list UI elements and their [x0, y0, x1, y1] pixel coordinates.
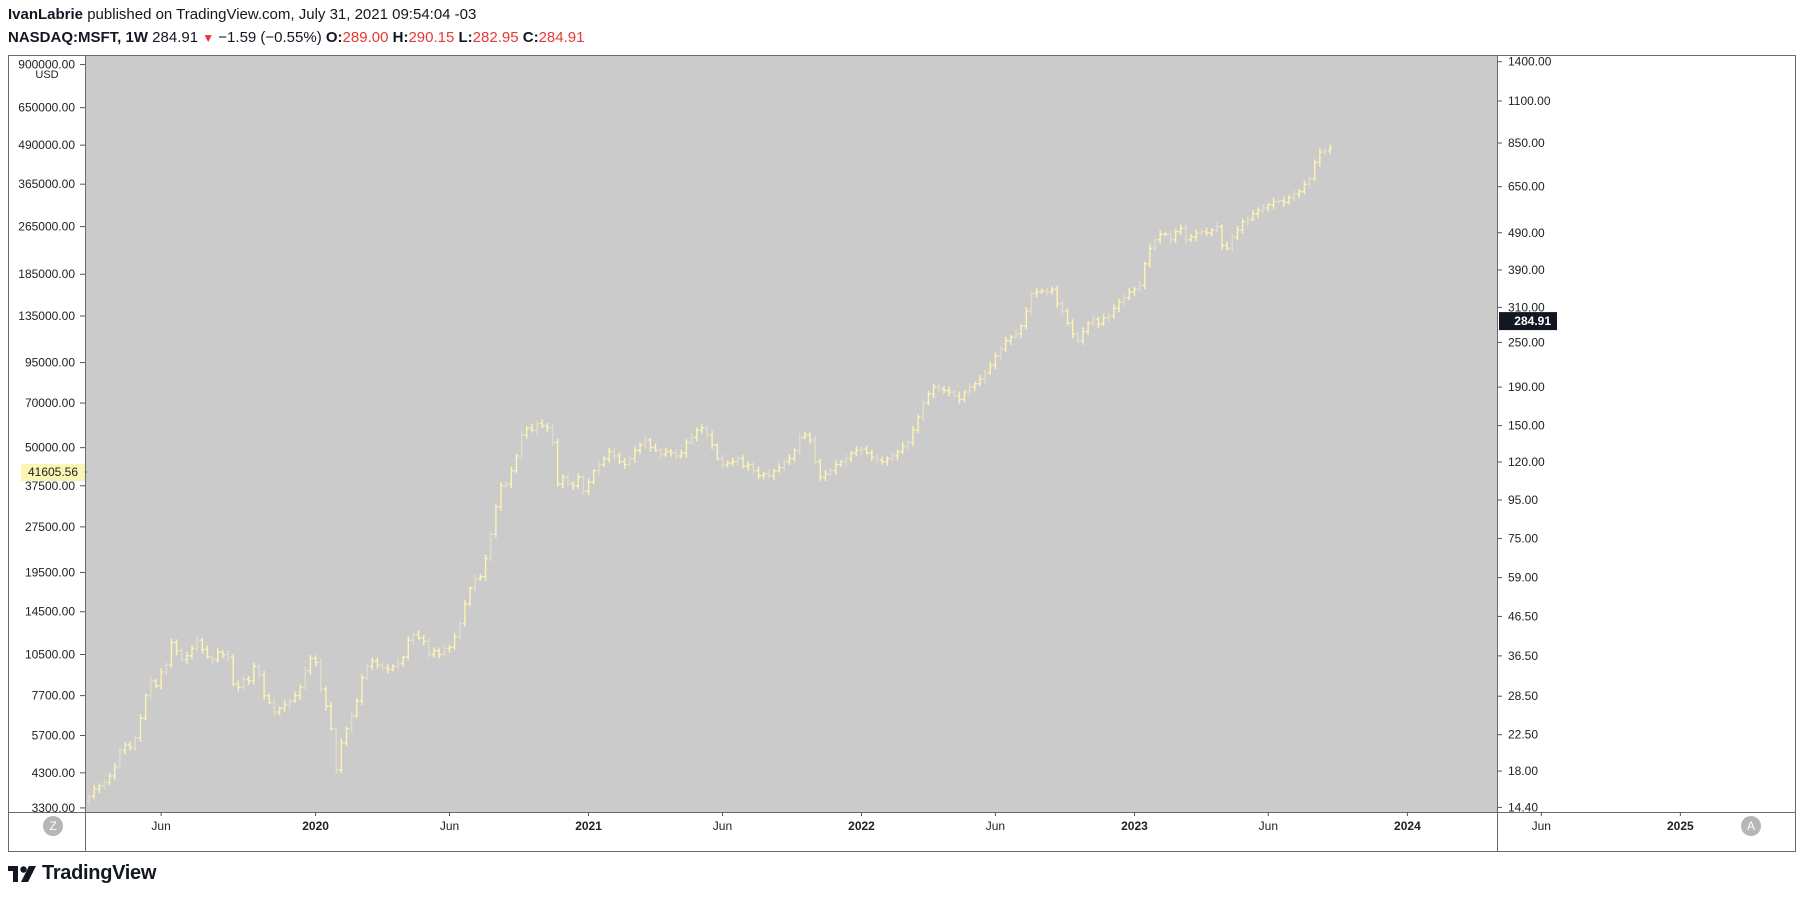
right-axis-tick-label: 95.00: [1508, 493, 1538, 507]
chart-frame[interactable]: 3300.00 4300.00 5700.00 7700.00 10500.00 1450…: [8, 55, 1796, 852]
left-axis-tick-label: 900000.00: [18, 58, 75, 72]
right-axis-tick-label: 36.50: [1508, 649, 1538, 663]
left-axis-tick-label: 27500.00: [25, 520, 75, 534]
symbol-line: NASDAQ:MSFT, 1W 284.91 ▼ −1.59 (−0.55%) …: [8, 29, 584, 46]
right-axis-tick-label: 310.00: [1508, 300, 1545, 314]
time-axis-label: 2024: [1394, 819, 1421, 833]
last-price-label: 284.91: [1514, 314, 1551, 328]
left-axis-tick-label: 37500.00: [25, 479, 75, 493]
author-name[interactable]: IvanLabrie: [8, 6, 84, 23]
left-axis-tick-label: 650000.00: [18, 101, 75, 115]
left-axis-tick-label: 135000.00: [18, 309, 75, 323]
close-value: 284.91: [538, 29, 585, 46]
tradingview-logo-icon: [8, 865, 36, 882]
left-axis-tick-label: 4300.00: [32, 766, 76, 780]
right-axis-tick-label: 650.00: [1508, 180, 1545, 194]
time-axis-label: Jun: [440, 819, 459, 833]
left-axis-tick-label: 490000.00: [18, 138, 75, 152]
close-label: C:: [522, 29, 539, 46]
publish-line: IvanLabrie published on TradingView.com,…: [8, 6, 476, 23]
tradingview-brand: TradingView: [42, 862, 157, 884]
crosshair-price-label: 41605.56: [28, 465, 78, 479]
left-axis-tick-label: 14500.00: [25, 605, 75, 619]
right-axis-tick-label: 28.50: [1508, 689, 1538, 703]
right-axis-tick-label: 1100.00: [1508, 94, 1551, 108]
right-axis-tick-label: 850.00: [1508, 136, 1545, 150]
right-axis-tick-label: 18.00: [1508, 764, 1538, 778]
right-axis-tick-label: 150.00: [1508, 419, 1545, 433]
time-axis-label: Jun: [151, 819, 170, 833]
left-axis-tick-label: 185000.00: [18, 267, 75, 281]
right-axis-tick-label: 490.00: [1508, 226, 1545, 240]
right-axis-tick-label: 250.00: [1508, 335, 1545, 349]
right-axis-tick-label: 46.50: [1508, 609, 1538, 623]
right-axis-tick-label: 22.50: [1508, 728, 1538, 742]
right-axis-tick-label: 1400.00: [1508, 56, 1552, 69]
time-axis-label: Jun: [986, 819, 1005, 833]
time-axis-label: Jun: [1532, 819, 1551, 833]
right-axis-tick-label: 14.40: [1508, 800, 1538, 814]
time-axis-label: Jun: [1259, 819, 1278, 833]
last-price-tag[interactable]: [1499, 312, 1557, 331]
low-label: L:: [458, 29, 473, 46]
left-axis-tick-label: 3300.00: [32, 801, 76, 815]
price-change: −1.59 (−0.55%): [218, 29, 322, 46]
crosshair-price-tag[interactable]: [21, 464, 85, 482]
time-axis-label: Jun: [713, 819, 732, 833]
time-axis-label: 2025: [1667, 819, 1694, 833]
low-value: 282.95: [472, 29, 519, 46]
left-axis-tick-label: 5700.00: [32, 728, 76, 742]
down-triangle-icon: ▼: [202, 31, 215, 45]
price-chart[interactable]: 3300.00 4300.00 5700.00 7700.00 10500.00 1450…: [9, 56, 1795, 851]
left-axis-unit-label: USD: [35, 69, 58, 81]
left-axis-tick-label: 95000.00: [25, 356, 75, 370]
open-value: 289.00: [342, 29, 389, 46]
time-axis-label: 2020: [302, 819, 329, 833]
left-axis-tick-label: 365000.00: [18, 177, 75, 191]
left-axis-tick-label: 50000.00: [25, 441, 75, 455]
published-text: published on TradingView.com, July 31, 2…: [87, 6, 477, 23]
left-axis-tick-label: 70000.00: [25, 396, 75, 410]
high-label: H:: [392, 29, 409, 46]
right-axis-tick-label: 120.00: [1508, 455, 1545, 469]
symbol-label[interactable]: NASDAQ:MSFT, 1W: [8, 29, 148, 46]
left-axis-tick-label: 10500.00: [25, 648, 75, 662]
time-axis-label: 2023: [1121, 819, 1148, 833]
auto-scale-left-button[interactable]: Z: [43, 816, 63, 836]
last-price: 284.91: [152, 29, 199, 46]
right-axis-tick-label: 75.00: [1508, 532, 1538, 546]
left-axis-tick-label: 7700.00: [32, 689, 76, 703]
high-value: 290.15: [408, 29, 455, 46]
plot-area[interactable]: [85, 56, 1497, 812]
auto-scale-right-button[interactable]: A: [1741, 816, 1761, 836]
time-axis-label: 2021: [575, 819, 602, 833]
left-axis-tick-label: 19500.00: [25, 565, 75, 579]
time-axis-label: 2022: [848, 819, 875, 833]
tradingview-logo[interactable]: TradingView: [8, 862, 156, 885]
open-label: O:: [325, 29, 343, 46]
right-axis-tick-label: 190.00: [1508, 380, 1545, 394]
right-axis-tick-label: 59.00: [1508, 571, 1538, 585]
right-axis-tick-label: 390.00: [1508, 263, 1545, 277]
left-axis-tick-label: 265000.00: [18, 220, 75, 234]
